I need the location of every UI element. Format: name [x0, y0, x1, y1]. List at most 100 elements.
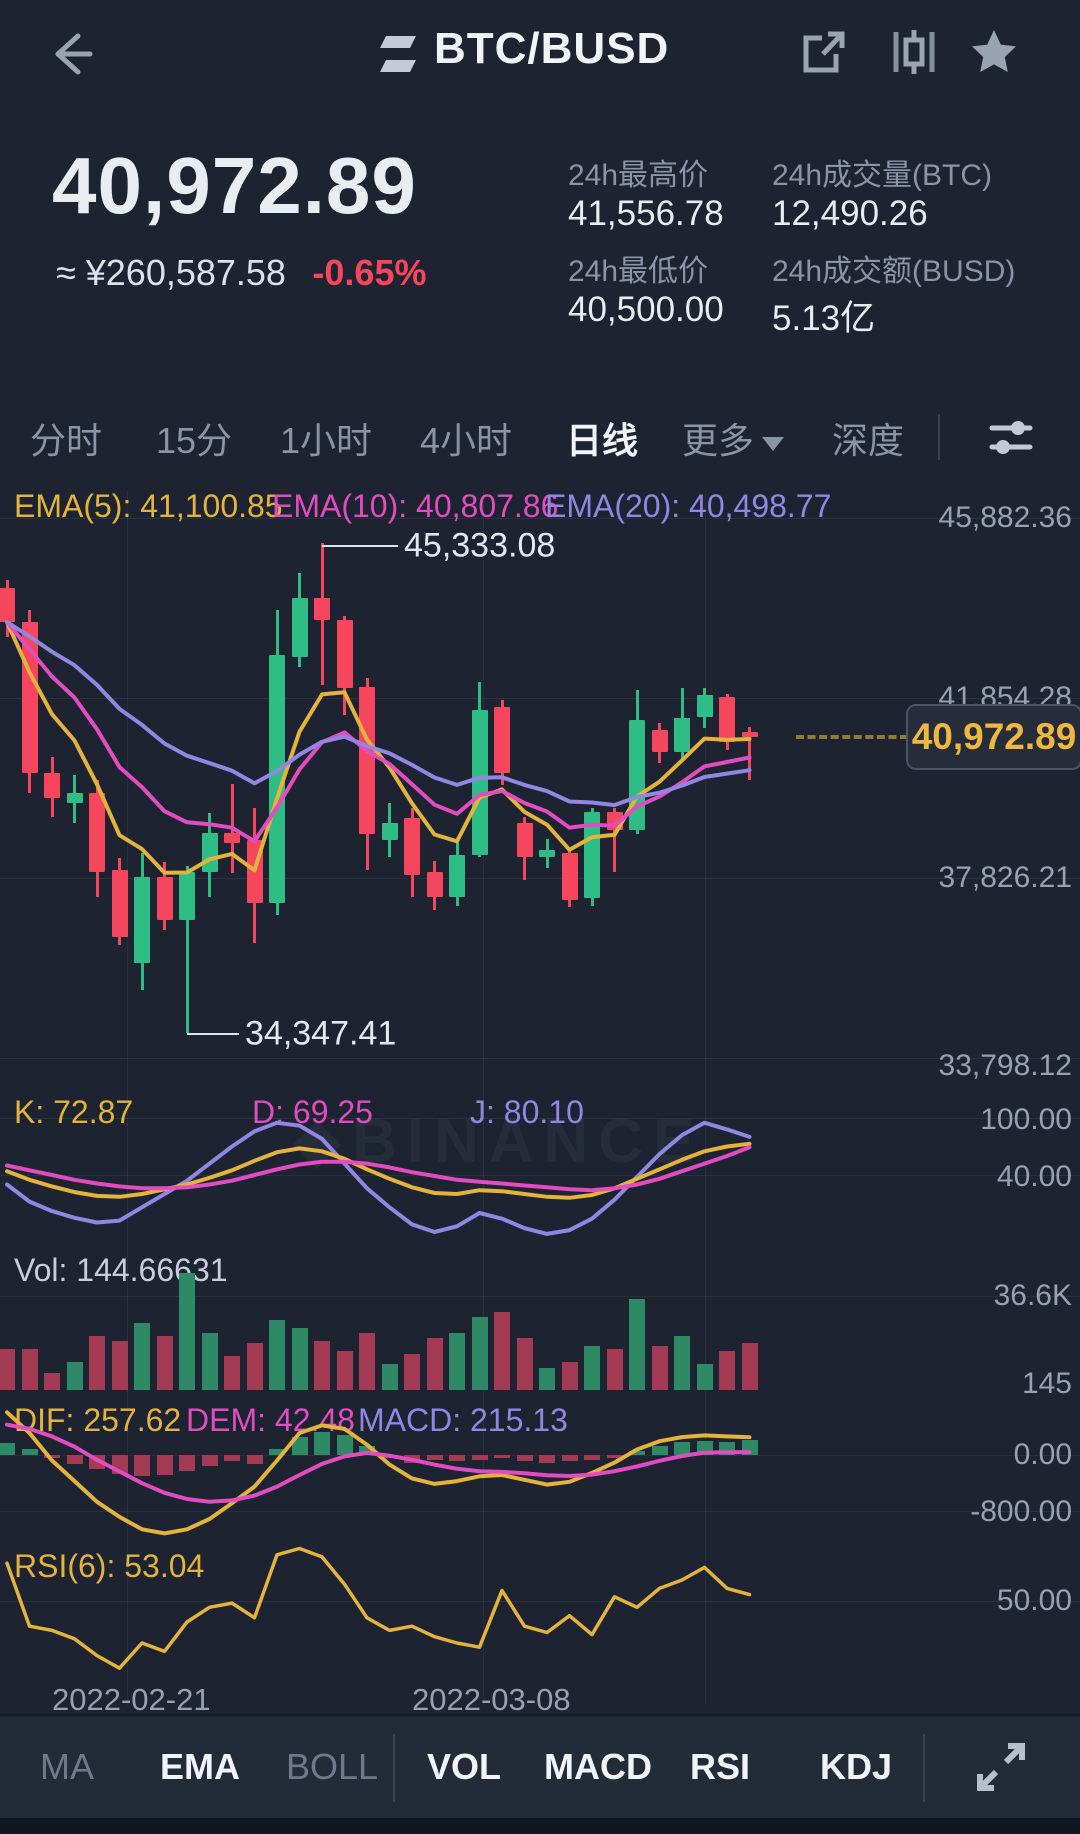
- high-annotation-text: 45,333.08: [404, 526, 556, 565]
- candle-style-icon[interactable]: [888, 26, 940, 78]
- volume-bar: [111, 1340, 128, 1390]
- stat-low-value: 40,500.00: [568, 290, 724, 329]
- volume-bar: [44, 1373, 60, 1390]
- volume-bar: [606, 1348, 623, 1390]
- toolbar-rsi[interactable]: RSI: [690, 1746, 751, 1787]
- fiat-and-change: ≈ ¥260,587.58 -0.65%: [56, 252, 427, 294]
- fiat-price: ≈ ¥260,587.58: [56, 252, 286, 293]
- tab-time[interactable]: 分时: [30, 420, 103, 461]
- toolbar-ema[interactable]: EMA: [160, 1746, 240, 1787]
- macd-histogram-bar: [539, 1455, 555, 1463]
- stat-quote-volume-label: 24h成交额(BUSD): [772, 255, 1016, 288]
- candle-body: [516, 823, 533, 857]
- share-export-icon[interactable]: [796, 26, 848, 78]
- volume-bar: [359, 1333, 375, 1390]
- swap-pair-icon[interactable]: [372, 28, 424, 80]
- ema5-label: EMA(5): 41,100.85: [14, 488, 283, 524]
- macd-histogram-bar: [44, 1455, 60, 1459]
- tab-4hour[interactable]: 4小时: [420, 420, 513, 461]
- axis-tick-label: 36.6K: [993, 1279, 1072, 1312]
- gridline-horizontal: [0, 1118, 1080, 1119]
- back-arrow-icon[interactable]: [44, 28, 96, 80]
- candle-body: [269, 654, 285, 903]
- macd-histogram-bar: [336, 1435, 353, 1455]
- gridline-horizontal: [0, 518, 1080, 519]
- axis-tick-label: 100.00: [980, 1103, 1072, 1136]
- volume-bar: [584, 1345, 600, 1390]
- stat-high-value: 41,556.78: [568, 194, 724, 233]
- macd-histogram-bar: [111, 1455, 128, 1474]
- candle-body: [426, 871, 443, 897]
- gridline-vertical: [127, 490, 128, 1705]
- volume-bar: [471, 1317, 488, 1390]
- macd-histogram-bar: [66, 1455, 83, 1464]
- macd-histogram-bar: [359, 1446, 375, 1455]
- axis-tick-label: 37,826.21: [938, 861, 1072, 894]
- candle-body: [651, 730, 668, 752]
- tab-1hour[interactable]: 1小时: [280, 420, 373, 461]
- volume-bar: [291, 1327, 308, 1390]
- gridline-horizontal: [0, 1058, 1080, 1059]
- stat-low-label: 24h最低价: [568, 255, 709, 288]
- last-price-tag: 40,972.89: [906, 704, 1080, 771]
- candle-body: [66, 792, 83, 803]
- gridline-horizontal: [0, 1175, 1080, 1176]
- candle-body: [44, 772, 60, 798]
- volume-bar: [0, 1348, 15, 1390]
- macd-macd-label: MACD: 215.13: [358, 1402, 568, 1438]
- stat-volume-value: 12,490.26: [772, 194, 928, 233]
- candle-body: [89, 792, 105, 872]
- last-price-dashed-line: [796, 735, 908, 740]
- macd-histogram-bar: [741, 1440, 758, 1455]
- axis-tick-label: -800.00: [970, 1495, 1072, 1528]
- volume-bar: [381, 1364, 398, 1390]
- rsi-label: RSI(6): 53.04: [14, 1548, 205, 1584]
- volume-bar: [449, 1333, 465, 1390]
- pair-title: BTC/BUSD: [434, 24, 670, 73]
- macd-histogram-bar: [606, 1455, 623, 1459]
- tab-depth[interactable]: 深度: [832, 420, 905, 461]
- gridline-horizontal: [0, 1296, 1080, 1297]
- volume-label: Vol: 144.66631: [14, 1252, 228, 1288]
- chart-canvas[interactable]: BINANCE: [0, 470, 1080, 1710]
- macd-histogram-bar: [584, 1455, 600, 1460]
- macd-histogram-bar: [696, 1440, 713, 1455]
- candle-body: [21, 622, 38, 773]
- gridline-horizontal: [0, 878, 1080, 879]
- fullscreen-expand-icon[interactable]: [972, 1738, 1030, 1796]
- stat-high-label: 24h最高价: [568, 159, 709, 192]
- toolbar-kdj[interactable]: KDJ: [820, 1746, 893, 1787]
- candle-body: [246, 840, 263, 903]
- volume-bar: [246, 1343, 263, 1390]
- gridline-horizontal: [0, 698, 1080, 699]
- volume-bar: [719, 1351, 735, 1390]
- candle-body: [111, 870, 128, 938]
- tab-daily-active[interactable]: 日线: [566, 420, 639, 461]
- toolbar-vol[interactable]: VOL: [427, 1746, 502, 1787]
- chart-settings-sliders-icon[interactable]: [988, 414, 1034, 460]
- kdj-j-label: J: 80.10: [470, 1094, 584, 1130]
- macd-histogram-bar: [561, 1455, 578, 1462]
- volume-bar: [494, 1312, 510, 1390]
- candle-body: [0, 587, 15, 622]
- volume-bar: [741, 1343, 758, 1390]
- macd-histogram-bar: [21, 1448, 38, 1455]
- x-axis-date-1: 2022-02-21: [52, 1682, 211, 1717]
- volume-bar: [201, 1333, 218, 1390]
- candle-body: [584, 812, 600, 898]
- volume-bar: [561, 1361, 578, 1390]
- macd-histogram-bar: [516, 1455, 533, 1462]
- toolbar-macd[interactable]: MACD: [544, 1746, 652, 1787]
- tab-more[interactable]: 更多: [682, 412, 785, 464]
- toolbar-ma[interactable]: MA: [40, 1746, 94, 1787]
- axis-tick-label: 0.00: [1013, 1438, 1072, 1471]
- candle-wick: [230, 783, 234, 873]
- volume-bar: [134, 1322, 150, 1390]
- toolbar-boll[interactable]: BOLL: [286, 1746, 379, 1787]
- macd-histogram-bar: [719, 1441, 735, 1455]
- favorite-star-icon[interactable]: [968, 26, 1020, 78]
- candle-body: [134, 876, 150, 963]
- tab-15min[interactable]: 15分: [156, 420, 233, 461]
- macd-histogram-bar: [449, 1455, 465, 1462]
